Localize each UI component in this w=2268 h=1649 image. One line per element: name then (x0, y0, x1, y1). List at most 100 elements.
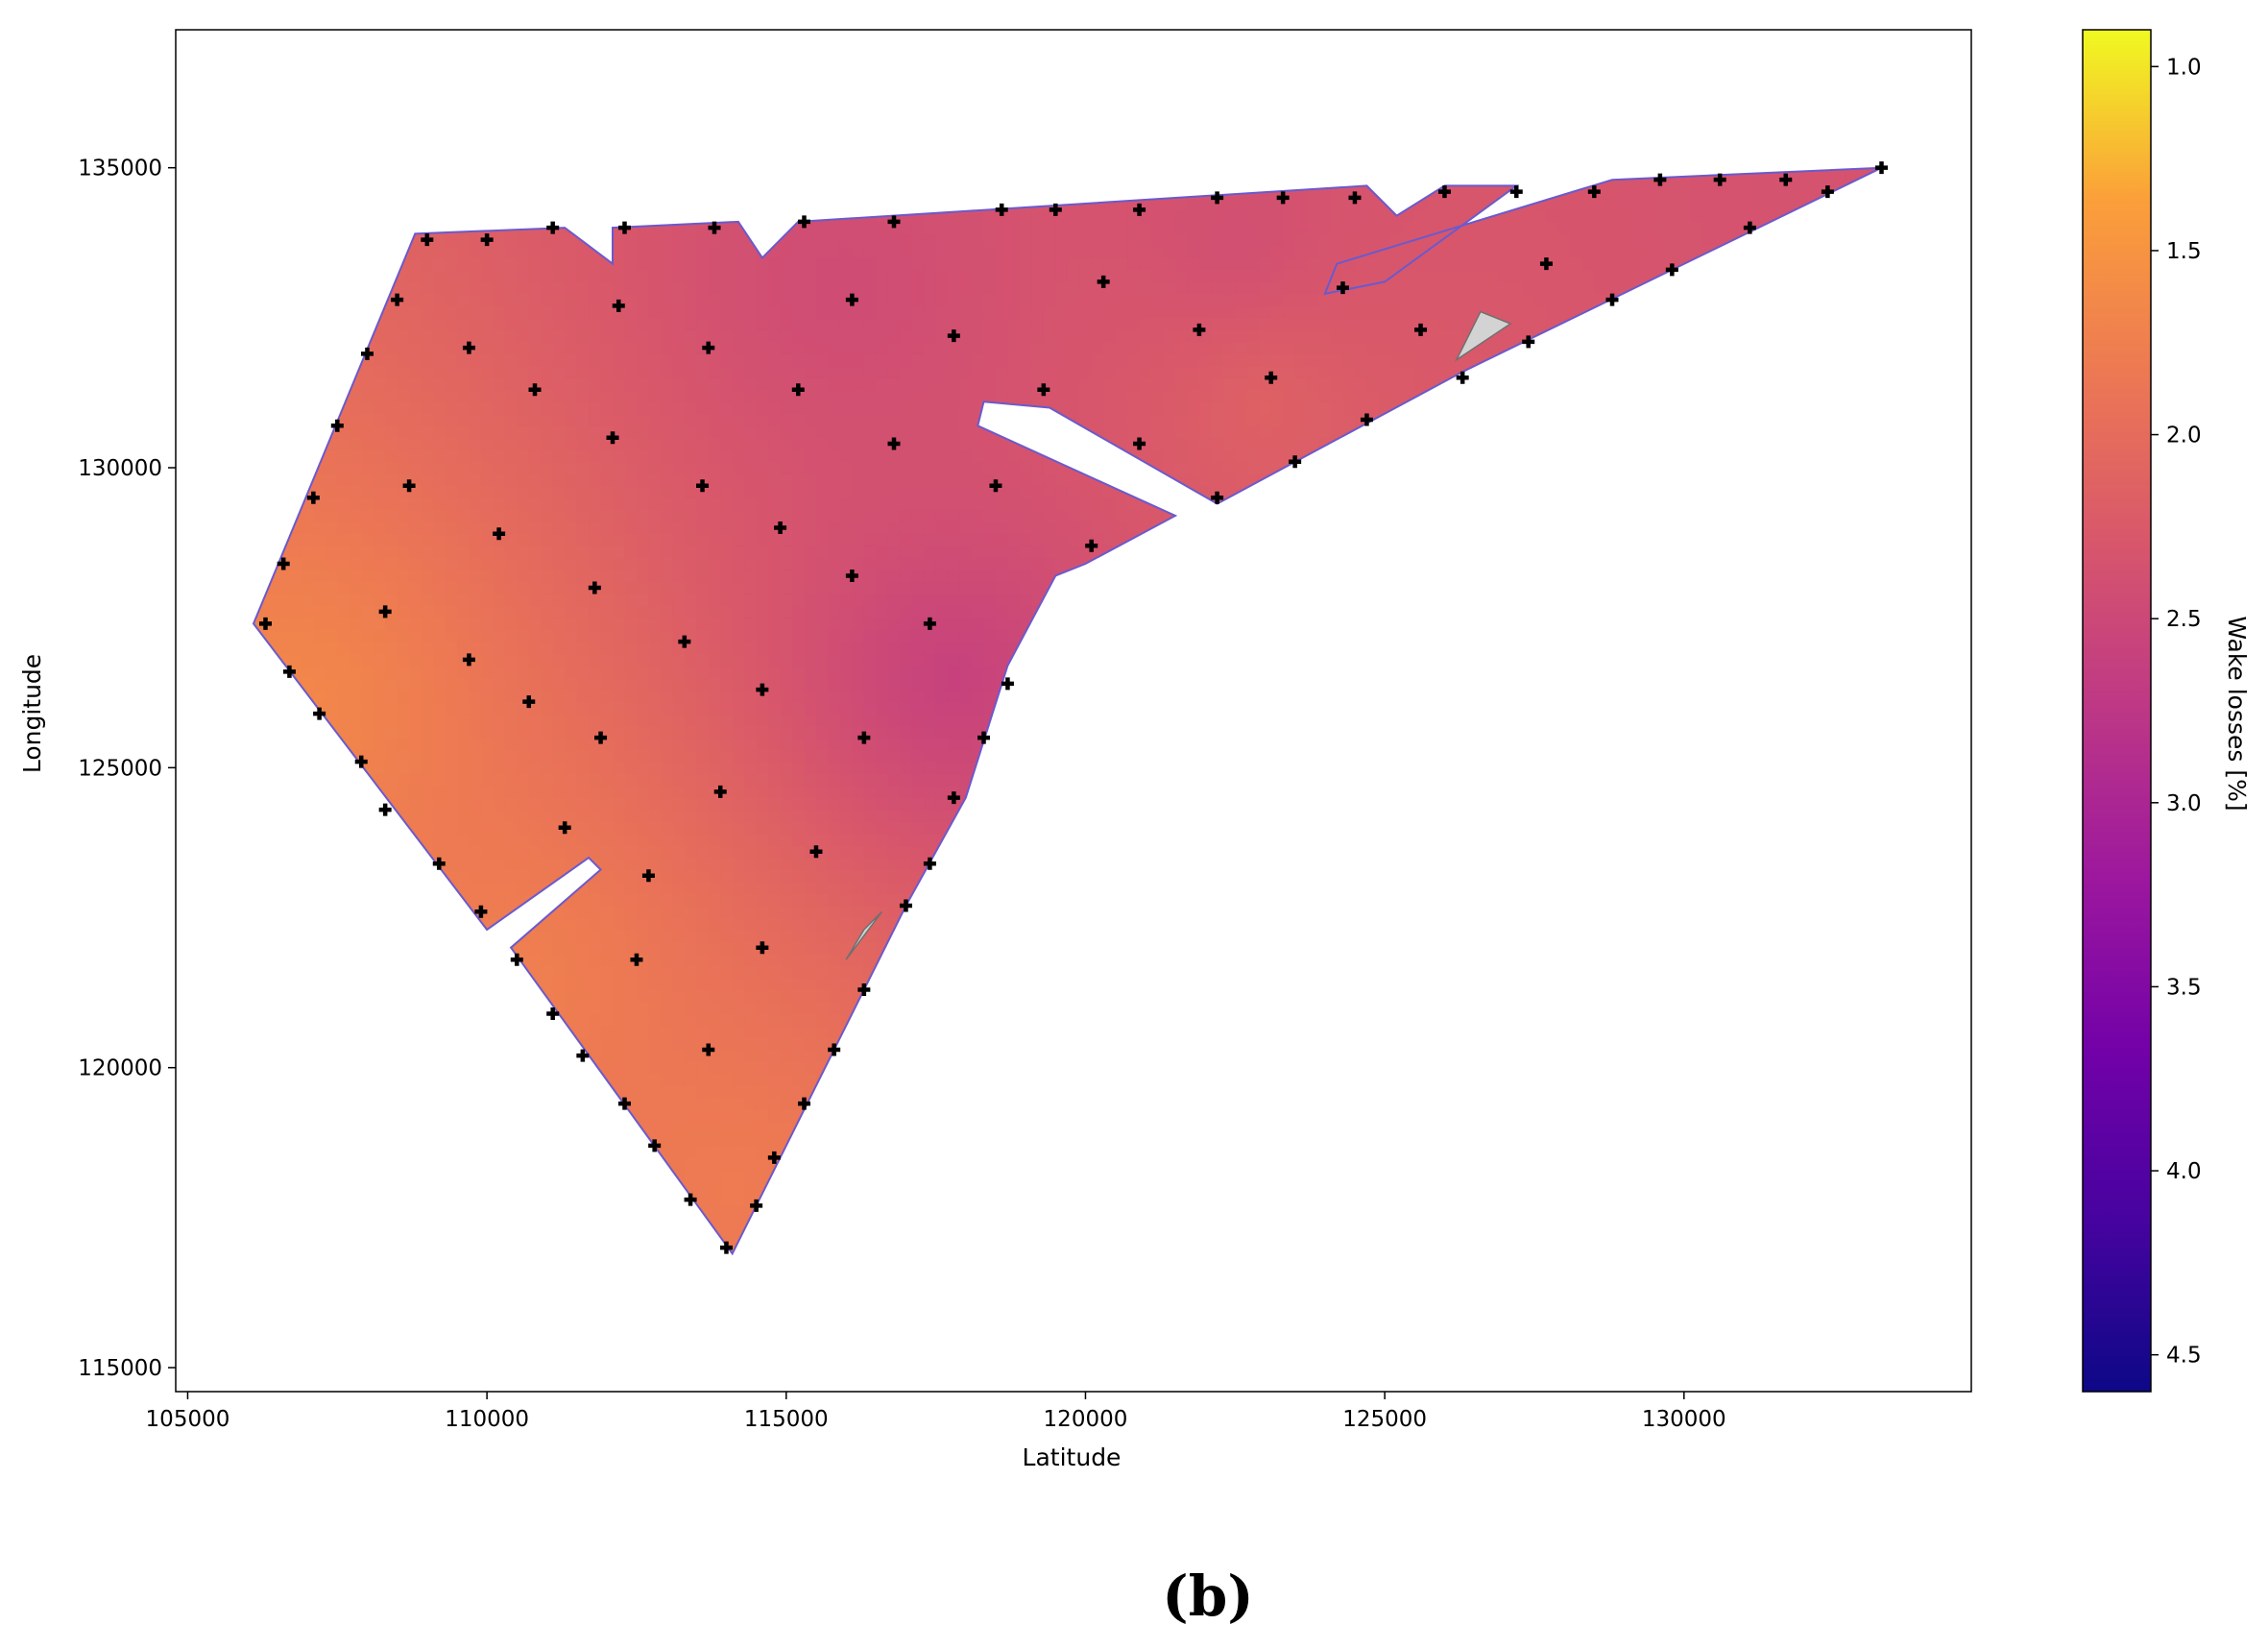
field-cell (732, 449, 745, 463)
field-cell (325, 546, 338, 559)
field-cell (624, 401, 638, 415)
field-cell (552, 605, 566, 618)
field-cell (445, 749, 458, 763)
field-cell (648, 353, 662, 367)
field-cell (301, 605, 314, 618)
field-cell (708, 810, 721, 823)
field-cell (349, 389, 362, 402)
field-cell (528, 557, 542, 570)
field-cell (504, 329, 518, 343)
field-cell (732, 461, 745, 474)
field-cell (457, 629, 470, 643)
field-cell (397, 293, 410, 306)
field-cell (480, 581, 494, 594)
field-cell (816, 869, 830, 883)
field-cell (313, 509, 326, 522)
field-cell (600, 882, 614, 895)
field-cell (876, 557, 889, 570)
field-cell (660, 570, 673, 583)
field-cell (708, 281, 721, 295)
field-cell (576, 365, 590, 378)
field-cell (768, 389, 782, 402)
field-cell (337, 690, 350, 703)
field-cell (876, 353, 889, 367)
field-cell (780, 257, 793, 271)
field-cell (528, 882, 542, 895)
field-cell (528, 858, 542, 871)
field-cell (469, 773, 482, 787)
field-cell (361, 521, 374, 535)
field-cell (720, 989, 734, 1003)
field-cell (863, 377, 877, 391)
field-cell (696, 485, 710, 498)
field-cell (804, 666, 817, 679)
field-cell (565, 666, 578, 679)
field-cell (637, 413, 650, 426)
field-cell (768, 762, 782, 775)
field-cell (480, 257, 494, 271)
field-cell (732, 1073, 745, 1086)
field-cell (696, 917, 710, 931)
field-cell (480, 725, 494, 739)
field-cell (852, 257, 865, 271)
field-cell (504, 738, 518, 751)
field-cell (600, 461, 614, 474)
field-cell (744, 725, 758, 739)
field-cell (839, 786, 853, 799)
field-cell (349, 533, 362, 546)
field-cell (373, 594, 386, 607)
field-cell (780, 377, 793, 391)
field-cell (433, 605, 446, 618)
field-cell (409, 690, 422, 703)
field-cell (600, 353, 614, 367)
field-cell (863, 810, 877, 823)
field-cell (589, 906, 602, 919)
field-cell (828, 413, 841, 426)
field-cell (600, 653, 614, 667)
field-cell (637, 821, 650, 835)
field-cell (325, 533, 338, 546)
field-cell (792, 485, 806, 498)
field-cell (600, 293, 614, 306)
field-cell (660, 341, 673, 354)
field-cell (720, 965, 734, 979)
field-cell (696, 629, 710, 643)
field-cell (373, 749, 386, 763)
field-cell (361, 653, 374, 667)
field-cell (648, 533, 662, 546)
field-cell (816, 642, 830, 655)
field-cell (732, 377, 745, 391)
field-cell (780, 605, 793, 618)
field-cell (589, 786, 602, 799)
field-cell (361, 389, 374, 402)
field-cell (876, 738, 889, 751)
field-cell (493, 269, 506, 282)
field-cell (457, 845, 470, 859)
field-cell (624, 821, 638, 835)
field-cell (852, 677, 865, 691)
field-cell (804, 1037, 817, 1051)
field-cell (768, 725, 782, 739)
field-cell (756, 1037, 769, 1051)
field-cell (828, 401, 841, 415)
field-cell (792, 473, 806, 487)
field-cell (349, 485, 362, 498)
field-cell (804, 965, 817, 979)
field-cell (445, 329, 458, 343)
field-cell (732, 1026, 745, 1039)
field-cell (756, 461, 769, 474)
field-cell (780, 725, 793, 739)
field-cell (887, 738, 901, 751)
field-cell (589, 1026, 602, 1039)
field-cell (589, 882, 602, 895)
field-cell (373, 570, 386, 583)
field-cell (504, 533, 518, 546)
field-cell (624, 521, 638, 535)
field-cell (637, 762, 650, 775)
field-cell (576, 954, 590, 967)
field-cell (756, 521, 769, 535)
field-cell (828, 425, 841, 439)
field-cell (445, 365, 458, 378)
field-cell (672, 701, 686, 715)
field-cell (313, 642, 326, 655)
